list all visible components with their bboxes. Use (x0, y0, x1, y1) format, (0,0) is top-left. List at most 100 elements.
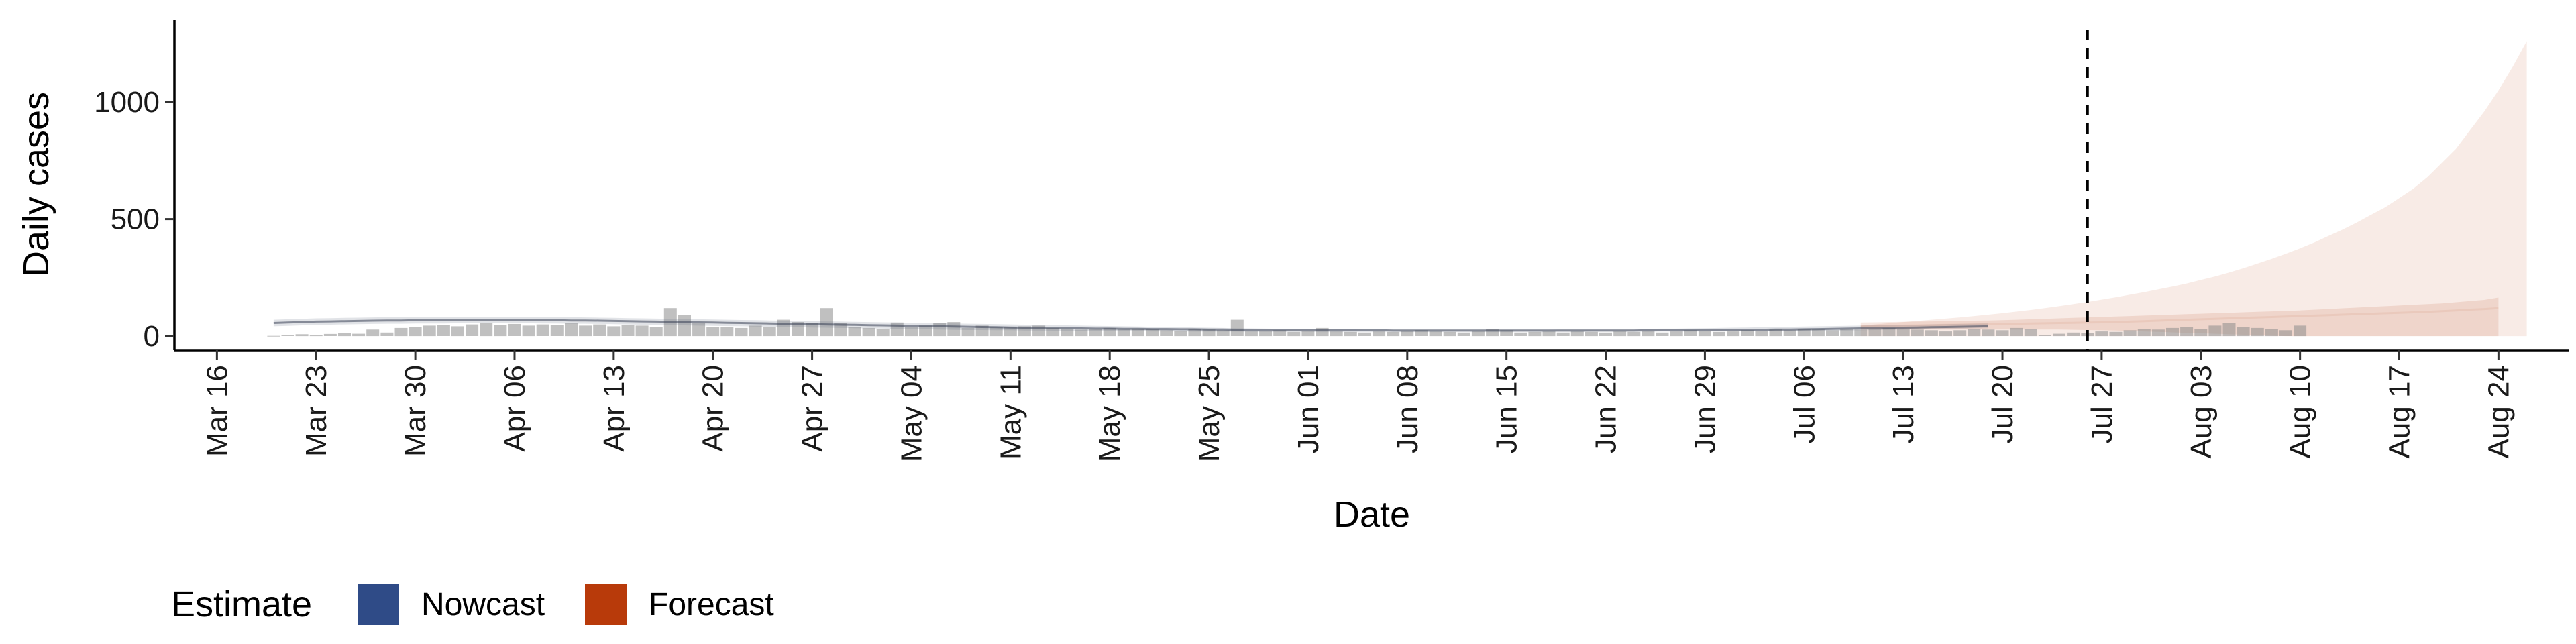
case-bar (1514, 332, 1527, 336)
case-bar (1939, 331, 1952, 337)
x-tick-label: Apr 27 (796, 365, 829, 452)
case-bar (1344, 331, 1357, 337)
case-bar (1301, 331, 1315, 337)
case-bar (323, 333, 337, 336)
x-tick-label: Apr 06 (498, 365, 531, 452)
case-bar (1188, 329, 1201, 337)
legend-label-nowcast: Nowcast (421, 587, 545, 623)
case-bar (2222, 323, 2236, 337)
case-bar (975, 325, 989, 337)
case-bar (480, 323, 493, 337)
case-bar (1783, 330, 1796, 336)
case-bar (1528, 331, 1542, 337)
case-bar (1117, 329, 1130, 337)
case-bar (919, 325, 932, 337)
case-bar (1061, 328, 1074, 337)
case-bar (295, 334, 309, 337)
case-bar (1713, 331, 1725, 337)
case-bar (2053, 333, 2065, 337)
case-bar (1486, 329, 1499, 337)
case-bar (1570, 331, 1584, 337)
x-tick-label: Mar 30 (399, 365, 432, 457)
case-bar (1826, 330, 1839, 336)
case-bar (1642, 331, 1655, 337)
case-bar (1244, 331, 1258, 337)
case-bar (1273, 330, 1287, 336)
nowcast-ribbon (273, 317, 1988, 333)
case-bar (1230, 319, 1244, 336)
case-bar (1670, 331, 1683, 337)
case-bar (423, 325, 436, 337)
case-bar (1769, 329, 1782, 337)
case-bar (451, 326, 464, 337)
case-bar (1797, 329, 1811, 337)
case-bar (366, 329, 380, 337)
case-bar (1387, 331, 1400, 337)
x-tick-label: May 04 (896, 365, 928, 462)
case-bar (1174, 331, 1187, 337)
case-bar (1146, 329, 1159, 337)
x-tick-label: Aug 24 (2482, 365, 2515, 458)
x-axis: Mar 16 Mar 23 Mar 30 Apr 06 Apr 13 Apr 20 Apr … (174, 349, 2569, 462)
case-bar (1443, 331, 1456, 337)
case-bar (1684, 330, 1697, 336)
case-bar (1854, 329, 1868, 337)
case-bar (792, 322, 804, 336)
y-axis: 0 500 1000 (94, 20, 176, 353)
case-bar (2180, 327, 2194, 337)
case-bar (989, 327, 1003, 337)
x-tick-label: Jul 13 (1887, 365, 1920, 443)
case-bar (380, 332, 394, 336)
plot-area (267, 30, 2527, 350)
case-bar (2095, 331, 2108, 337)
case-bar (1882, 327, 1896, 337)
case-bar (2038, 335, 2051, 336)
case-bar (522, 325, 535, 337)
case-bar (1004, 327, 1017, 337)
case-bar (1741, 330, 1754, 336)
case-bar (607, 326, 621, 337)
case-bar (1811, 329, 1825, 337)
case-bar (706, 327, 720, 337)
x-axis-title: Date (1334, 494, 1410, 535)
case-bar (1287, 331, 1301, 337)
case-bar (1131, 328, 1144, 337)
case-bar (1457, 332, 1470, 336)
case-bar (550, 325, 564, 336)
case-bar (394, 327, 408, 337)
case-bar (2208, 325, 2222, 337)
case-bar (905, 327, 918, 337)
case-bar (1996, 330, 2009, 336)
case-bar (2010, 327, 2023, 337)
case-bar (494, 325, 507, 337)
y-tick-label: 1000 (94, 86, 160, 119)
legend-title: Estimate (171, 584, 312, 625)
x-tick-label: Aug 03 (2185, 365, 2218, 458)
case-bar (862, 327, 875, 337)
x-tick-label: Jun 22 (1590, 365, 1623, 453)
x-tick-label: Aug 17 (2383, 365, 2416, 458)
x-tick-label: Jun 29 (1688, 365, 1721, 453)
case-bar (565, 323, 578, 337)
case-bar (1896, 329, 1910, 337)
x-tick-label: May 18 (1093, 365, 1126, 462)
case-bar (961, 327, 975, 337)
forecast-ribbon-50 (1860, 297, 2499, 337)
case-bar (1401, 331, 1414, 337)
case-bar (508, 323, 521, 336)
x-tick-label: May 25 (1193, 365, 1226, 462)
case-bar (1953, 330, 1967, 336)
case-bar (1075, 329, 1088, 337)
case-bar (1698, 331, 1711, 337)
case-bar (536, 324, 549, 336)
case-bar (1585, 331, 1598, 337)
x-tick-label: Jun 01 (1292, 365, 1325, 453)
case-bar (437, 325, 450, 336)
case-bar (1925, 330, 1938, 336)
case-bar (1982, 329, 1995, 337)
case-bar (1259, 331, 1273, 337)
y-tick-label: 500 (111, 203, 160, 236)
case-bar (1599, 332, 1612, 336)
y-axis-title: Daily cases (16, 92, 56, 277)
